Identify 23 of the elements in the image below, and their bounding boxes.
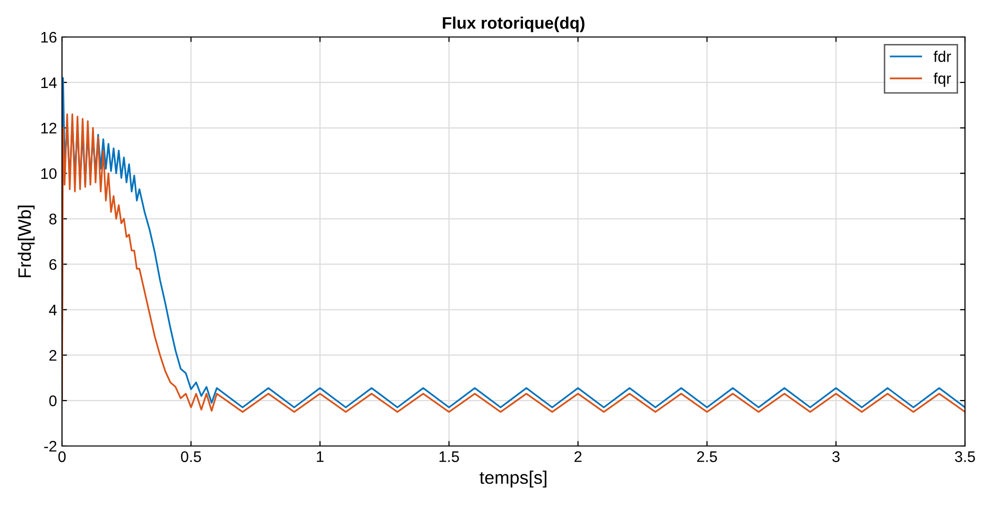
x-tick-label: 3.5 xyxy=(954,451,975,462)
x-axis-title: temps[s] xyxy=(480,470,546,488)
y-tick-label: 0 xyxy=(49,395,57,406)
x-tick-label: 2 xyxy=(574,451,582,462)
legend-label: fqr xyxy=(934,72,951,87)
chart-title: Flux rotorique(dq) xyxy=(442,16,584,32)
legend-label: fdr xyxy=(934,50,951,62)
y-tick-label: 12 xyxy=(41,122,56,134)
y-axis-title: Frdq[Wb] xyxy=(18,206,35,278)
y-tick-label: 2 xyxy=(49,350,56,361)
x-tick-label: 3 xyxy=(832,451,840,462)
y-tick-label: 4 xyxy=(48,304,57,316)
x-tick-label: 0.5 xyxy=(180,451,201,462)
y-tick-label: 16 xyxy=(41,32,56,43)
y-tick-label: 6 xyxy=(49,259,56,270)
x-tick-label: 1.5 xyxy=(440,451,459,462)
x-tick-label: 0 xyxy=(58,451,66,462)
y-tick-label: 10 xyxy=(41,168,57,180)
y-tick-label: 14 xyxy=(41,77,57,88)
y-tick-label: 8 xyxy=(49,214,56,224)
y-tick-label: -2 xyxy=(44,440,56,452)
x-tick-label: 1 xyxy=(316,451,324,462)
x-tick-label: 2.5 xyxy=(697,451,717,462)
